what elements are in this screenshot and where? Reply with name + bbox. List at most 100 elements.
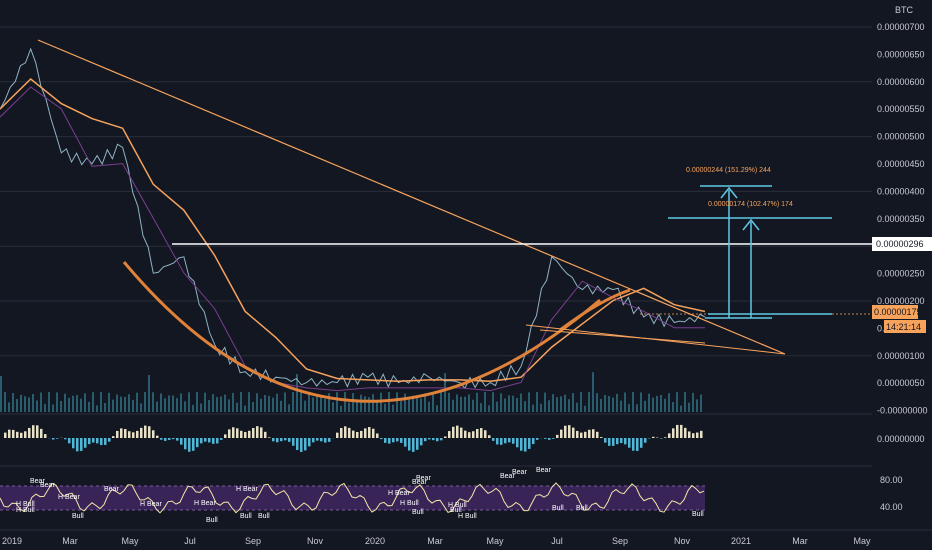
macd-bar	[164, 438, 167, 441]
macd-bar	[672, 428, 675, 438]
macd-bar	[596, 431, 599, 438]
volume-bar	[428, 401, 430, 412]
volume-bar	[144, 392, 146, 412]
volume-bar	[244, 405, 246, 412]
volume-bar	[4, 392, 6, 412]
volume-bar	[664, 398, 666, 412]
volume-bar	[320, 394, 322, 412]
volume-bar	[620, 400, 622, 412]
volume-bar	[652, 397, 654, 412]
volume-bar	[408, 397, 410, 412]
macd-bar	[216, 438, 219, 444]
macd-bar	[688, 431, 691, 438]
volume-bar	[432, 392, 434, 412]
volume-bar	[252, 402, 254, 412]
macd-bar	[416, 438, 419, 450]
volume-bar	[340, 405, 342, 412]
macd-bar	[52, 438, 55, 440]
volume-bar	[364, 396, 366, 412]
macd-bar	[100, 438, 103, 446]
macd-bar	[480, 428, 483, 438]
rsi-tick-80: 80.00	[880, 475, 903, 485]
rsi-divergence-label: Bear	[500, 473, 515, 480]
volume-bar	[36, 400, 38, 412]
macd-bar	[36, 425, 39, 438]
rsi-divergence-label: H Bear	[58, 494, 80, 501]
macd-bar	[576, 430, 579, 438]
volume-bar	[224, 394, 226, 412]
macd-bar	[352, 430, 355, 438]
macd-bar	[508, 438, 511, 443]
volume-bar	[288, 404, 290, 412]
volume-bar	[596, 393, 598, 412]
price-tick-label: 0.00000700	[877, 22, 925, 32]
macd-bar	[444, 436, 447, 438]
price-series-line	[0, 47, 706, 390]
macd-bar	[28, 427, 31, 438]
macd-bar	[20, 432, 23, 438]
volume-bar	[636, 404, 638, 412]
volume-bar	[336, 392, 338, 412]
time-tick-label: Sep	[245, 536, 261, 546]
macd-bar	[272, 438, 275, 442]
macd-bar	[624, 438, 627, 445]
volume-bar	[100, 392, 102, 412]
macd-bar	[448, 431, 451, 438]
volume-bars	[0, 372, 702, 412]
macd-bar	[420, 438, 423, 446]
volume-bar	[360, 394, 362, 412]
volume-bar	[572, 392, 574, 412]
volume-bar	[208, 400, 210, 412]
volume-bar	[68, 397, 70, 412]
volume-bar	[200, 403, 202, 412]
rsi-divergence-label: Bull	[692, 511, 704, 518]
macd-bar	[200, 438, 203, 444]
volume-bar	[120, 396, 122, 412]
macd-bar	[336, 432, 339, 438]
volume-bar	[492, 392, 494, 412]
macd-bar	[224, 434, 227, 438]
macd-bar	[152, 430, 155, 438]
currency-label: BTC	[895, 5, 914, 15]
macd-bar	[440, 438, 443, 441]
macd-bar	[636, 438, 639, 451]
macd-bar	[620, 438, 623, 444]
volume-bar	[132, 399, 134, 412]
rsi-tick-40: 40.00	[880, 502, 903, 512]
macd-bar	[364, 428, 367, 438]
target2-arrowhead	[720, 186, 738, 199]
volume-bar	[12, 393, 14, 412]
macd-bar	[600, 437, 603, 438]
macd-bar	[184, 438, 187, 450]
volume-bar	[276, 393, 278, 412]
macd-bar	[4, 432, 7, 438]
price-tick-label: -0.00000000	[877, 406, 928, 416]
rsi-divergence-label: Bear	[536, 467, 551, 474]
volume-bar	[164, 398, 166, 412]
macd-bar	[188, 438, 191, 452]
macd-bar	[16, 431, 19, 438]
rsi-divergence-label: H Bear	[388, 490, 410, 497]
volume-bar	[564, 394, 566, 412]
macd-bar	[532, 438, 535, 445]
price-tick-label: 0.00000450	[877, 159, 925, 169]
target1-label: 0.00000174 (102.47%) 174	[708, 201, 793, 208]
rsi-band	[0, 486, 705, 510]
macd-bar	[124, 429, 127, 438]
macd-bar	[136, 430, 139, 438]
rsi-divergence-label: H Bull	[16, 507, 35, 514]
volume-bar	[660, 395, 662, 412]
volume-bar	[152, 392, 154, 412]
time-tick-label: 2021	[731, 536, 751, 546]
macd-bar	[32, 425, 35, 438]
macd-bar	[108, 438, 111, 442]
volume-bar	[384, 403, 386, 412]
rsi-divergence-label: H Bear	[140, 501, 162, 508]
volume-bar	[588, 392, 590, 412]
macd-bar	[80, 438, 83, 451]
rsi-divergence-label: H Bear	[236, 486, 258, 493]
time-tick-label: Mar	[427, 536, 443, 546]
macd-bar	[40, 428, 43, 438]
macd-bar	[384, 438, 387, 443]
macd-bar	[112, 436, 115, 438]
